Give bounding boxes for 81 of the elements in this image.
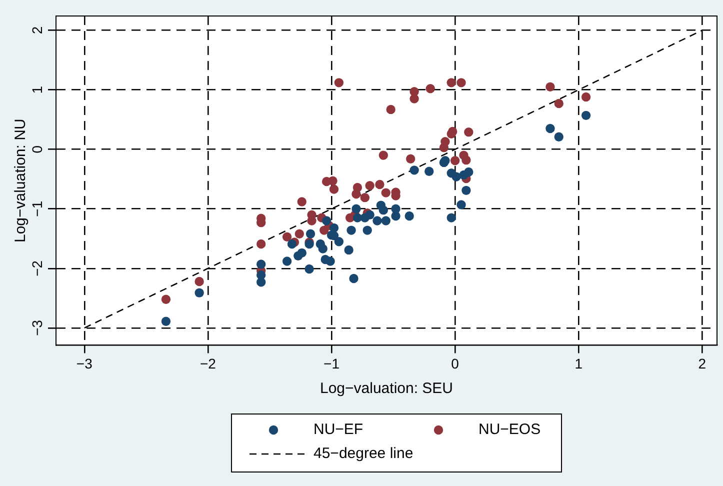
point — [294, 251, 303, 261]
point — [360, 192, 370, 202]
point — [462, 155, 471, 165]
point — [404, 211, 414, 221]
point — [554, 98, 564, 108]
point — [352, 204, 361, 214]
point — [581, 110, 591, 120]
point — [381, 216, 390, 226]
y-tick-label: −2 — [28, 260, 45, 276]
x-tick-label: −1 — [324, 355, 340, 372]
point — [554, 132, 564, 142]
point — [446, 129, 456, 138]
point — [546, 82, 555, 92]
x-tick-label: 0 — [451, 355, 460, 372]
point — [456, 200, 466, 210]
legend-label: NU−EF — [314, 421, 364, 438]
point — [282, 256, 292, 266]
point — [426, 84, 435, 94]
point — [456, 78, 466, 88]
y-tick-label: 2 — [28, 26, 45, 34]
point — [424, 166, 434, 176]
point — [546, 124, 555, 134]
point — [349, 274, 358, 284]
point — [194, 288, 204, 298]
point — [410, 166, 419, 175]
point — [450, 156, 460, 166]
point — [256, 239, 266, 249]
point — [464, 167, 474, 177]
point — [362, 226, 372, 235]
point — [306, 229, 316, 238]
point — [352, 182, 362, 192]
point — [326, 256, 335, 266]
y-tick-label: −3 — [28, 320, 45, 336]
point — [328, 176, 338, 186]
point — [329, 184, 339, 194]
y-tick-label: 1 — [28, 86, 45, 94]
point — [375, 180, 384, 190]
point — [334, 237, 344, 246]
x-axis-title: Log−valuation: SEU — [320, 380, 454, 398]
point — [464, 127, 474, 137]
x-tick-label: −3 — [76, 355, 93, 372]
point — [256, 278, 266, 287]
point — [318, 244, 328, 254]
point — [329, 223, 339, 233]
x-tick-label: −2 — [200, 355, 216, 372]
point — [410, 94, 419, 104]
legend-label: 45−degree line — [314, 445, 414, 462]
point — [372, 216, 382, 226]
y-tick-label: 0 — [28, 145, 45, 154]
point — [386, 104, 396, 114]
point — [581, 92, 591, 102]
point — [194, 276, 204, 286]
point — [322, 216, 332, 226]
point — [344, 245, 354, 255]
point — [439, 142, 449, 152]
y-axis-title: Log−valuation: NU — [12, 118, 30, 243]
point — [381, 188, 390, 198]
point — [365, 181, 374, 190]
point — [452, 172, 461, 182]
point — [287, 239, 297, 249]
point — [391, 204, 400, 214]
point — [256, 260, 266, 269]
point — [462, 186, 471, 196]
point — [161, 316, 171, 326]
point — [378, 205, 388, 215]
point — [294, 229, 304, 238]
x-tick-label: 1 — [574, 355, 583, 372]
point — [282, 232, 292, 242]
point — [334, 78, 344, 88]
point — [346, 226, 356, 235]
point — [304, 264, 314, 274]
point — [378, 150, 388, 160]
legend-label: NU−EOS — [478, 421, 541, 438]
point — [297, 197, 306, 206]
x-tick-label: 2 — [698, 355, 706, 372]
point — [446, 78, 456, 88]
point — [446, 213, 456, 222]
y-tick-label: −1 — [28, 200, 45, 217]
point — [161, 294, 171, 304]
point — [365, 210, 374, 220]
point — [406, 154, 416, 164]
